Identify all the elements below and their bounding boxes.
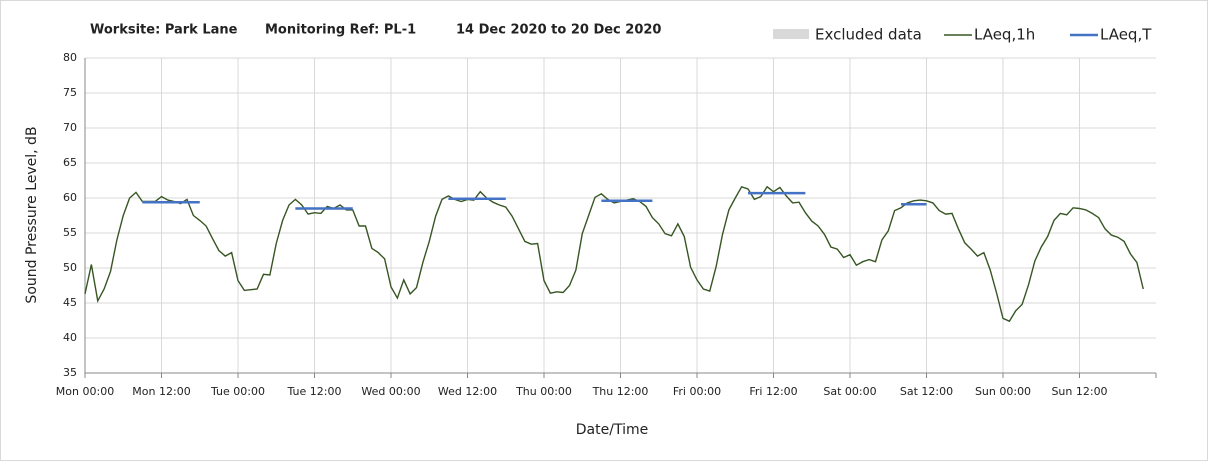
y-tick-label: 55 <box>63 226 77 239</box>
legend-swatch <box>773 29 809 39</box>
x-tick-label: Sat 12:00 <box>900 385 953 398</box>
y-tick-label: 35 <box>63 366 77 379</box>
y-tick-label: 45 <box>63 296 77 309</box>
y-tick-label: 50 <box>63 261 77 274</box>
x-tick-label: Sun 12:00 <box>1051 385 1107 398</box>
x-tick-label: Tue 12:00 <box>287 385 342 398</box>
x-tick-label: Sat 00:00 <box>823 385 876 398</box>
chart-title: Monitoring Ref: PL-1 <box>265 23 416 38</box>
y-tick-label: 40 <box>63 331 77 344</box>
x-tick-label: Mon 00:00 <box>56 385 114 398</box>
y-tick-label: 70 <box>63 121 77 134</box>
chart-title: 14 Dec 2020 to 20 Dec 2020 <box>456 23 661 38</box>
x-tick-label: Tue 00:00 <box>210 385 265 398</box>
legend-label: Excluded data <box>815 26 922 44</box>
x-tick-label: Thu 12:00 <box>592 385 649 398</box>
series-line <box>142 191 927 210</box>
y-tick-label: 80 <box>63 51 77 64</box>
x-tick-label: Sun 00:00 <box>975 385 1031 398</box>
chart-title: Worksite: Park Lane <box>90 23 238 38</box>
legend-label: LAeq,T <box>1100 26 1152 44</box>
x-tick-label: Wed 00:00 <box>361 385 420 398</box>
legend-label: LAeq,1h <box>974 26 1035 44</box>
series-line <box>84 185 1144 323</box>
y-tick-label: 75 <box>63 86 77 99</box>
x-tick-label: Thu 00:00 <box>515 385 572 398</box>
y-tick-label: 60 <box>63 191 77 204</box>
x-tick-label: Fri 12:00 <box>749 385 797 398</box>
y-tick-label: 65 <box>63 156 77 169</box>
x-tick-label: Wed 12:00 <box>438 385 497 398</box>
x-tick-label: Fri 00:00 <box>673 385 721 398</box>
x-axis-label: Date/Time <box>576 422 648 438</box>
y-axis-label: Sound Pressure Level, dB <box>24 126 40 303</box>
x-tick-label: Mon 12:00 <box>132 385 190 398</box>
